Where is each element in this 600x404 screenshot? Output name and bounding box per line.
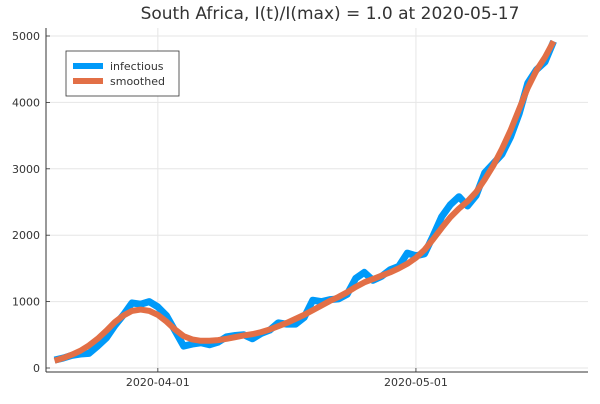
legend-label-smoothed: smoothed: [110, 75, 165, 88]
y-tick-label: 2000: [12, 229, 40, 242]
x-tick-label: 2020-05-01: [384, 376, 448, 389]
y-tick-label: 4000: [12, 96, 40, 109]
legend: infectious smoothed: [65, 50, 180, 97]
y-tick-label: 5000: [12, 30, 40, 43]
y-tick-label: 0: [33, 362, 40, 375]
series-line-smoothed: [53, 39, 557, 364]
axis-layer: 0 1000 2000 3000 4000 5000 2020-04-01 2020-05-0…: [12, 28, 588, 389]
y-tick-label: 3000: [12, 163, 40, 176]
chart-title: South Africa, I(t)/I(max) = 1.0 at 2020-…: [141, 4, 520, 24]
series-layer: [53, 39, 557, 364]
legend-box: [65, 50, 180, 97]
y-tick-label: 1000: [12, 296, 40, 309]
legend-label-infectious: infectious: [110, 60, 164, 73]
x-tick-label: 2020-04-01: [126, 376, 190, 389]
